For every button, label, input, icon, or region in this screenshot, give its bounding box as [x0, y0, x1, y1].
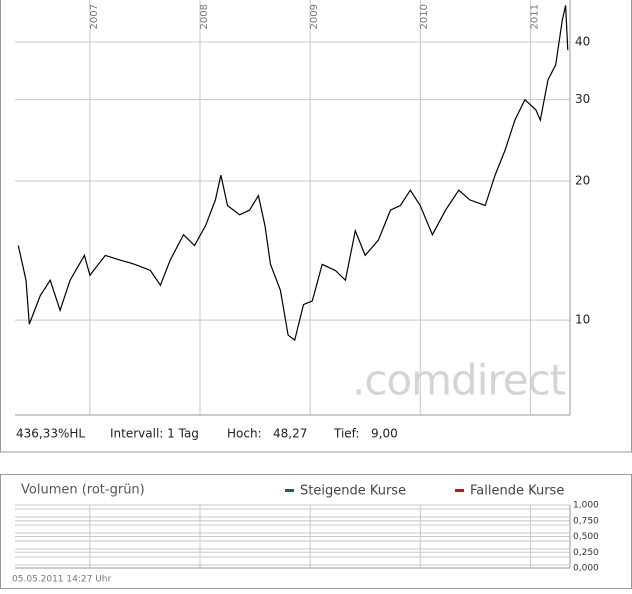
interval: Intervall: 1 Tag — [110, 427, 199, 441]
watermark: .comdirect — [352, 356, 566, 405]
legend-label: Steigende Kurse — [300, 484, 406, 499]
x-tick-label: 2011 — [529, 4, 540, 29]
y-tick-label: 0,250 — [573, 548, 599, 558]
price-line — [17, 5, 569, 342]
x-tick-label: 2010 — [419, 4, 430, 29]
low-label: Tief: — [333, 427, 360, 441]
legend-swatch — [285, 489, 294, 492]
legend-label: Fallende Kurse — [470, 484, 564, 499]
x-tick-label: 2007 — [89, 4, 100, 29]
y-tick-label: 40 — [575, 34, 590, 48]
performance: 436,33%HL — [16, 427, 85, 441]
y-tick-label: 1,000 — [573, 501, 599, 511]
y-tick-label: 0,750 — [573, 516, 599, 526]
low-value: 9,00 — [371, 427, 398, 441]
y-tick-label: 0,000 — [573, 564, 599, 574]
timestamp: 05.05.2011 14:27 Uhr — [12, 575, 111, 585]
y-tick-label: 0,500 — [573, 532, 599, 542]
x-tick-label: 2009 — [309, 4, 320, 29]
y-tick-label: 10 — [575, 313, 590, 327]
high-label: Hoch: — [227, 427, 262, 441]
volume-title: Volumen (rot-grün) — [21, 483, 145, 498]
x-tick-label: 2008 — [199, 4, 210, 29]
high-value: 48,27 — [273, 427, 307, 441]
y-tick-label: 20 — [575, 174, 590, 188]
y-tick-label: 30 — [575, 92, 590, 106]
legend-swatch — [455, 489, 464, 492]
